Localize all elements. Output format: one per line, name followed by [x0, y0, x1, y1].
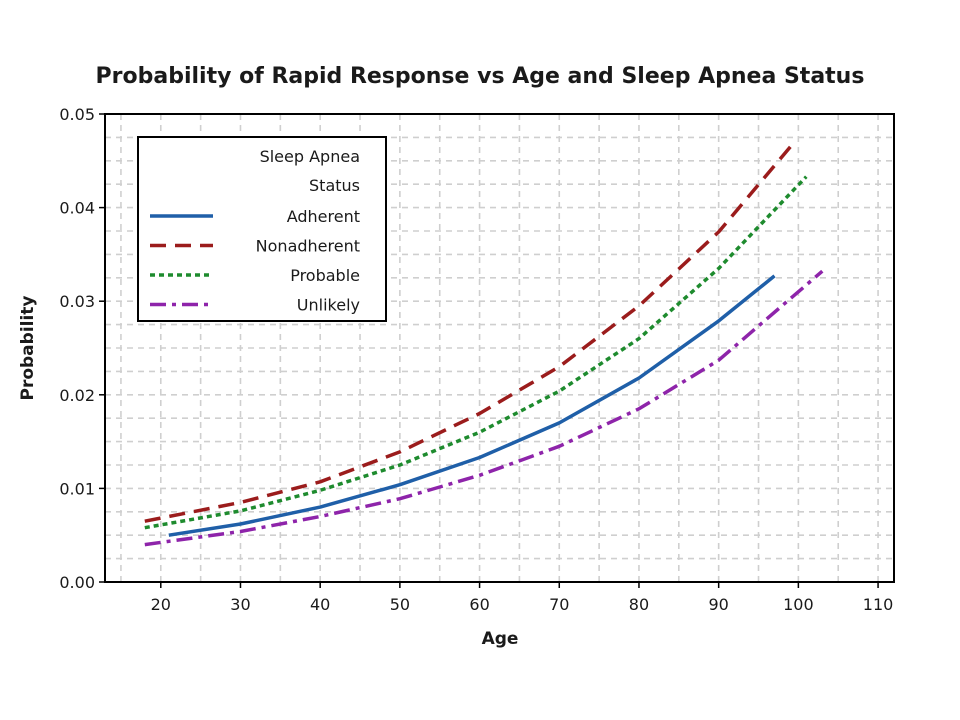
legend: Sleep Apnea Status Adherent Nonadherent Pr… [137, 136, 387, 322]
x-tick-label: 50 [390, 595, 410, 614]
legend-box [137, 136, 387, 322]
x-tick-label: 110 [863, 595, 894, 614]
y-tick-label: 0.05 [59, 105, 95, 124]
x-tick-label: 100 [783, 595, 814, 614]
y-tick-label: 0.02 [59, 386, 95, 405]
series-line-unlikely [144, 269, 824, 547]
y-tick-label: 0.03 [59, 292, 95, 311]
series-line-adherent [168, 274, 776, 537]
x-tick-label: 40 [310, 595, 330, 614]
plot-frame [104, 113, 895, 583]
y-tick-label: 0.01 [59, 479, 95, 498]
legend-label-unlikely: Unlikely [297, 296, 360, 315]
x-tick-label: 90 [708, 595, 728, 614]
y-axis-label: Probability [18, 295, 38, 400]
tick-layer: 20 30 40 50 60 70 80 90 100 110 0.00 0.01 0.02 0.03 0.… [59, 105, 893, 614]
legend-label-adherent: Adherent [287, 207, 360, 226]
chart-title: Probability of Rapid Response vs Age and… [96, 64, 865, 89]
legend-label-nonadherent: Nonadherent [256, 237, 360, 256]
legend-entries: Adherent Nonadherent Probable Unlikely [150, 207, 360, 315]
legend-label-probable: Probable [290, 266, 360, 285]
series-line-nonadherent [144, 145, 792, 523]
series-line-probable [144, 175, 808, 530]
x-tick-label: 30 [230, 595, 250, 614]
y-tick-label: 0.00 [59, 573, 95, 592]
legend-title-line1: Sleep Apnea [260, 147, 360, 166]
x-tick-label: 70 [549, 595, 569, 614]
legend-title-line2: Status [309, 176, 360, 195]
series-layer [144, 145, 824, 547]
x-axis-label: Age [482, 629, 519, 649]
x-tick-label: 80 [629, 595, 649, 614]
x-tick-label: 60 [469, 595, 489, 614]
y-tick-label: 0.04 [59, 199, 95, 218]
x-tick-label: 20 [151, 595, 171, 614]
